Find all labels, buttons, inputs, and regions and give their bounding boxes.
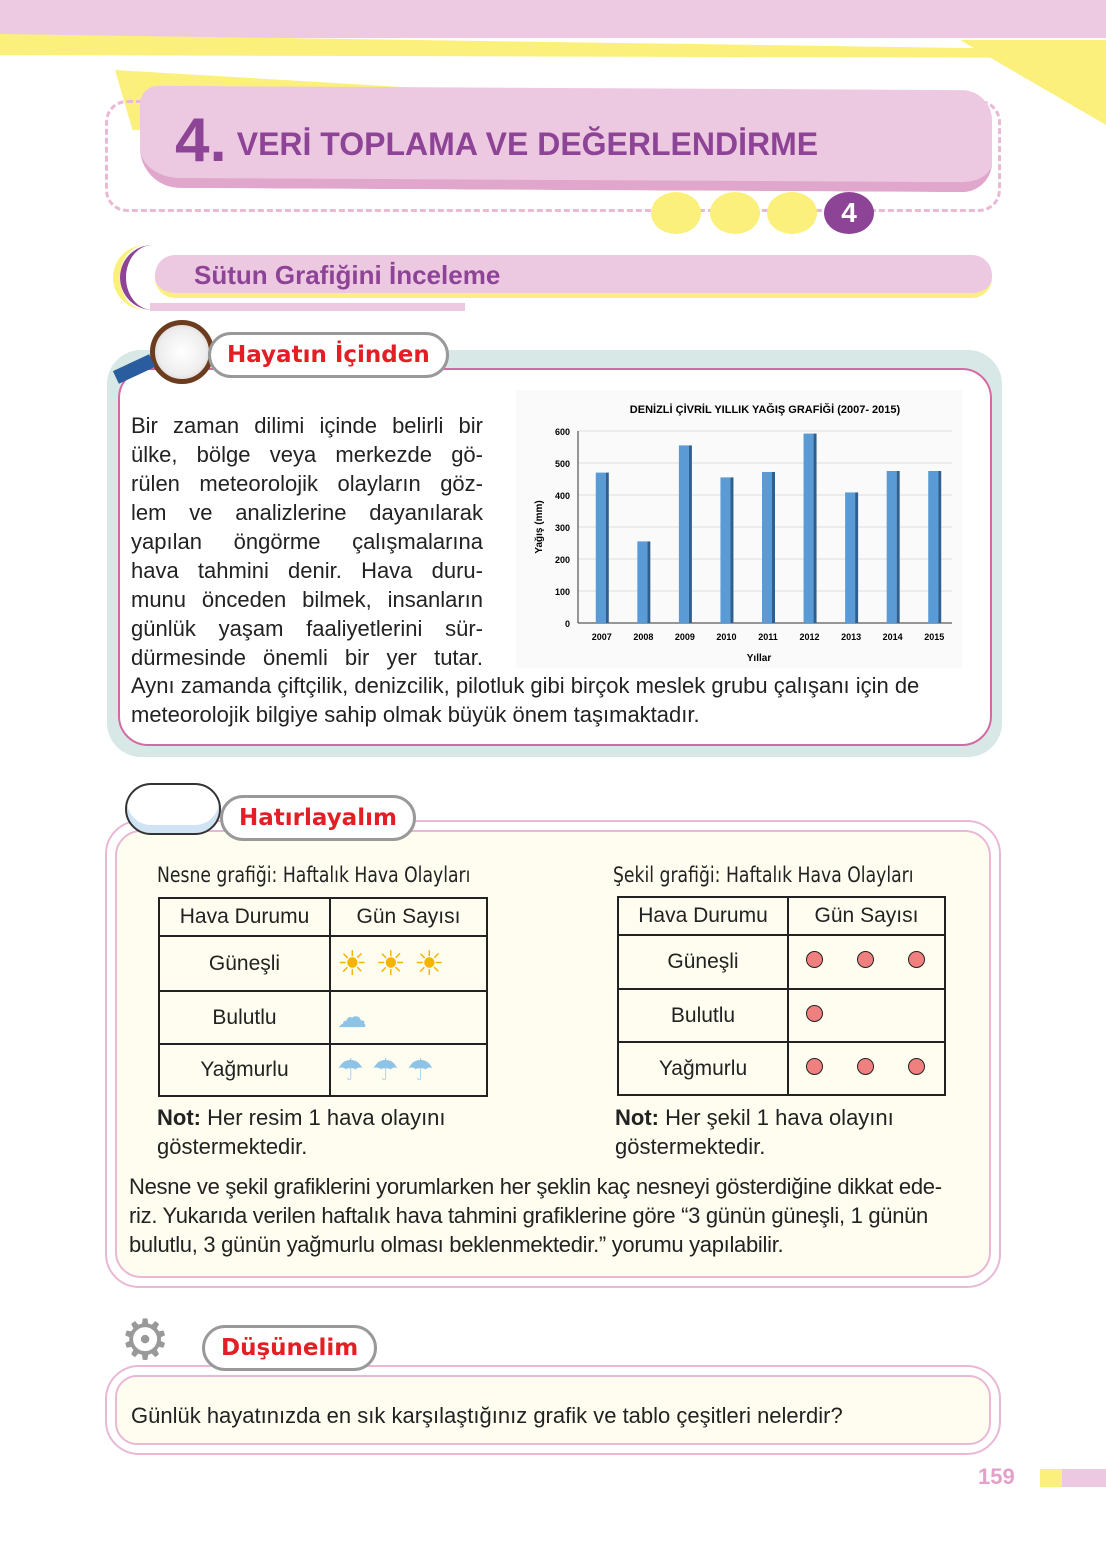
bar-side-2015 xyxy=(938,471,942,623)
bar-side-2014 xyxy=(896,471,900,623)
section-bar xyxy=(155,255,992,298)
y-tick-label: 600 xyxy=(555,427,570,437)
bar-2011 xyxy=(762,471,772,623)
sun-icon: ☀ xyxy=(337,944,368,983)
life-text: Bir zaman dilimi içinde belirli bir ülke,… xyxy=(131,413,483,670)
object-graph-note: Not: Her resim 1 hava olayını göstermekte… xyxy=(157,1105,446,1159)
bar-2013 xyxy=(845,492,856,623)
footer-bar xyxy=(1040,1469,1062,1487)
bar-side-2008 xyxy=(647,541,651,623)
section-underline xyxy=(150,303,465,311)
circle-shape xyxy=(806,951,823,968)
circle-shape xyxy=(857,1057,874,1075)
column-header: Hava Durumu xyxy=(158,897,331,937)
table-row: Yağmurlu ☂ ☂ ☂ xyxy=(158,1043,488,1097)
bar-2008 xyxy=(637,541,648,623)
rain-cloud-icon: ☂ xyxy=(337,1053,364,1087)
bar-2014 xyxy=(886,471,897,623)
chapter-title: 4. VERİ TOPLAMA VE DEĞERLENDİRME xyxy=(175,106,819,175)
shape-graph-table: Hava Durumu Gün Sayısı Güneşli Bulutlu Ya… xyxy=(617,896,946,1096)
x-tick-label: 2007 xyxy=(592,632,612,642)
section-title: Sütun Grafiğini İnceleme xyxy=(194,260,501,290)
x-tick-label: 2013 xyxy=(841,632,861,642)
column-header: Gün Sayısı xyxy=(787,896,946,936)
x-tick-label: 2010 xyxy=(716,632,736,642)
progress-dot xyxy=(767,192,817,234)
life-label: Hayatın İçinden xyxy=(208,332,449,378)
table-row: Yağmurlu xyxy=(617,1041,946,1096)
cloud-icon: ☁ xyxy=(337,1001,367,1034)
x-tick-label: 2014 xyxy=(883,632,903,642)
y-tick-label: 100 xyxy=(555,587,570,597)
column-header: Hava Durumu xyxy=(617,896,789,936)
remember-paragraph: Nesne ve şekil grafiklerini yorumlarken … xyxy=(129,1174,942,1257)
x-axis-label: Yıllar xyxy=(747,653,772,664)
sun-icon: ☀ xyxy=(413,944,445,983)
gears-icon: ⚙ xyxy=(120,1308,171,1371)
y-tick-label: 400 xyxy=(555,491,570,501)
unit-badge: 4 xyxy=(824,192,874,234)
sun-icon: ☀ xyxy=(375,944,406,983)
y-tick-label: 0 xyxy=(565,619,570,629)
table-row: Bulutlu ☁ xyxy=(158,990,488,1045)
progress-dot xyxy=(651,192,701,234)
circle-shape xyxy=(806,1057,823,1075)
think-label: Düşünelim xyxy=(202,1325,378,1371)
circle-shape xyxy=(908,951,925,968)
bar-2007 xyxy=(595,472,606,623)
rainfall-bar-chart: DENİZLİ ÇİVRİL YILLIK YAĞIŞ GRAFİĞİ (200… xyxy=(516,390,962,668)
x-tick-label: 2011 xyxy=(758,632,778,642)
top-band xyxy=(0,0,1106,38)
circle-shape xyxy=(806,1004,823,1022)
bar-side-2011 xyxy=(772,471,775,623)
chart-title: DENİZLİ ÇİVRİL YILLIK YAĞIŞ GRAFİĞİ (200… xyxy=(630,403,901,416)
table-row: Güneşli xyxy=(617,934,946,990)
bar-2012 xyxy=(803,433,814,623)
x-tick-label: 2009 xyxy=(675,632,695,642)
object-graph-caption: Nesne grafiği: Haftalık Hava Olayları xyxy=(157,863,471,887)
table-row: Bulutlu xyxy=(617,988,946,1043)
bar-side-2009 xyxy=(688,445,692,623)
bar-side-2013 xyxy=(855,492,859,623)
bar-side-2010 xyxy=(730,477,734,623)
x-tick-label: 2015 xyxy=(924,632,944,642)
life-text-continued: Aynı zamanda çiftçilik, denizcilik, pilo… xyxy=(131,673,920,727)
shape-graph-note: Not: Her şekil 1 hava olayını göstermekte… xyxy=(615,1105,894,1159)
column-header: Gün Sayısı xyxy=(329,897,488,937)
rain-cloud-icon: ☂ xyxy=(406,1053,434,1087)
object-graph-table: Hava Durumu Gün Sayısı Güneşli ☀ ☀ ☀ Bulutlu… xyxy=(158,897,488,1097)
shape-graph-caption: Şekil grafiği: Haftalık Hava Olayları xyxy=(613,863,914,887)
bar-2010 xyxy=(720,477,731,623)
think-box xyxy=(115,1375,991,1445)
x-tick-label: 2012 xyxy=(800,632,820,642)
thought-cloud-icon xyxy=(125,783,221,835)
magnifier-icon xyxy=(150,320,214,384)
circle-shape xyxy=(857,951,874,968)
section-bracket xyxy=(120,245,200,310)
footer-bar xyxy=(1062,1469,1106,1487)
circle-shape xyxy=(908,1057,925,1075)
y-tick-label: 500 xyxy=(555,459,570,469)
y-tick-label: 200 xyxy=(555,555,570,565)
table-row: Güneşli ☀ ☀ ☀ xyxy=(158,935,488,992)
page-number: 159 xyxy=(978,1464,1015,1489)
bar-2009 xyxy=(678,445,689,623)
y-axis-label: Yağış (mm) xyxy=(534,500,545,553)
bar-side-2007 xyxy=(605,472,609,623)
x-tick-label: 2008 xyxy=(633,632,653,642)
bar-2015 xyxy=(928,471,939,623)
rain-cloud-icon: ☂ xyxy=(371,1053,399,1087)
progress-dot xyxy=(710,192,760,234)
y-tick-label: 300 xyxy=(555,523,570,533)
bar-side-2012 xyxy=(813,433,817,623)
remember-label: Hatırlayalım xyxy=(220,795,416,841)
think-question: Günlük hayatınızda en sık karşılaştığını… xyxy=(131,1403,843,1428)
section-bracket xyxy=(113,245,193,310)
